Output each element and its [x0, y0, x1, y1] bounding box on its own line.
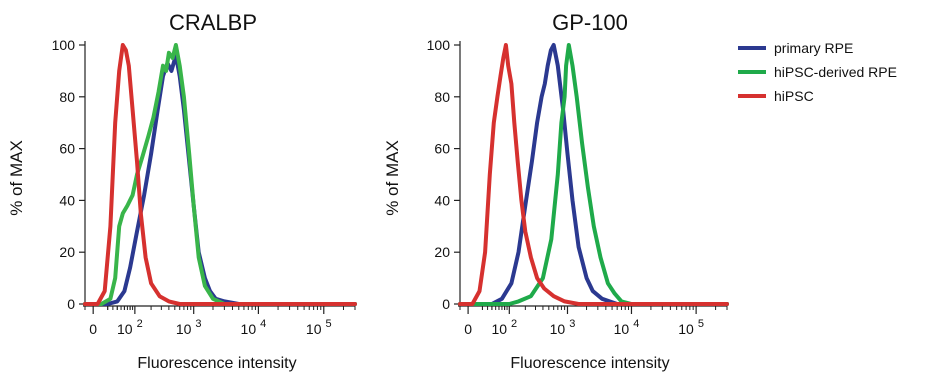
y-tick-label: 100 [427, 37, 451, 53]
series-line-hipsc [83, 43, 357, 306]
y-tick-label: 0 [67, 296, 75, 312]
x-tick-label: 0 [89, 321, 97, 337]
legend-label-hipsc: hiPSC [774, 88, 814, 104]
x-tick-label: 10 5 [678, 318, 704, 337]
y-tick-label: 60 [59, 141, 75, 157]
y-axis-label: % of MAX [7, 140, 26, 216]
y-tick-label: 80 [434, 89, 450, 105]
x-tick-label: 10 2 [117, 318, 143, 337]
x-axis-label: Fluorescence intensity [510, 355, 669, 372]
legend-label-hipsc-derived-rpe: hiPSC-derived RPE [774, 64, 897, 80]
y-tick-label: 20 [59, 244, 75, 260]
x-tick-label: 10 4 [614, 318, 640, 337]
series-line-hipsc-derived-rpe [458, 43, 729, 306]
chart-title: CRALBP [169, 10, 257, 35]
y-tick-label: 20 [434, 244, 450, 260]
x-tick-label: 0 [464, 321, 472, 337]
histogram-panel-cralbp: CRALBP % of MAX Fluorescence intensity 0… [7, 10, 357, 372]
y-tick-label: 100 [52, 37, 76, 53]
y-tick-label: 60 [434, 141, 450, 157]
x-tick-label: 10 4 [241, 318, 267, 337]
y-tick-label: 40 [59, 192, 75, 208]
x-axis-label: Fluorescence intensity [137, 355, 296, 372]
x-tick-label: 10 3 [176, 318, 202, 337]
y-axis-label: % of MAX [383, 140, 402, 216]
legend-label-primary-rpe: primary RPE [774, 40, 853, 56]
x-tick-label: 10 5 [306, 318, 332, 337]
series-line-primary-rpe [458, 43, 729, 306]
y-tick-label: 0 [442, 296, 450, 312]
y-tick-label: 80 [59, 89, 75, 105]
series-line-hipsc [458, 43, 729, 306]
legend: primary RPE hiPSC-derived RPE hiPSC [738, 40, 897, 104]
x-tick-label: 10 2 [491, 318, 517, 337]
x-tick-label: 10 3 [550, 318, 576, 337]
series-line-primary-rpe [83, 53, 357, 306]
y-tick-label: 40 [434, 192, 450, 208]
chart-title: GP-100 [552, 10, 628, 35]
series-line-hipsc-derived-rpe [83, 43, 357, 306]
histogram-panel-gp100: GP-100 % of MAX Fluorescence intensity p… [383, 10, 897, 372]
